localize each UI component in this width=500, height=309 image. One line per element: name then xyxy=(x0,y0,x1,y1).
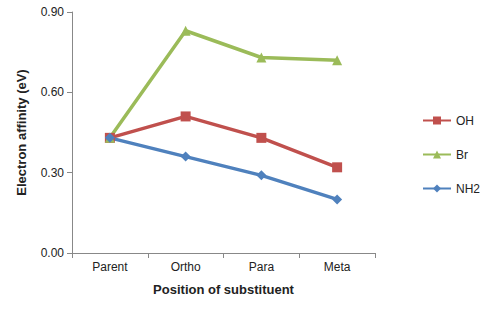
svg-text:NH2: NH2 xyxy=(456,182,480,196)
svg-text:Position of substituent: Position of substituent xyxy=(153,282,294,297)
svg-text:Para: Para xyxy=(249,260,275,274)
svg-text:Parent: Parent xyxy=(92,260,128,274)
svg-text:Meta: Meta xyxy=(324,260,351,274)
svg-text:0.90: 0.90 xyxy=(41,5,65,19)
svg-text:Br: Br xyxy=(456,148,468,162)
svg-text:Electron affinity (eV): Electron affinity (eV) xyxy=(14,69,29,195)
svg-text:0.00: 0.00 xyxy=(41,246,65,260)
svg-text:0.60: 0.60 xyxy=(41,85,65,99)
svg-text:OH: OH xyxy=(456,114,474,128)
svg-text:Ortho: Ortho xyxy=(171,260,201,274)
svg-text:0.30: 0.30 xyxy=(41,166,65,180)
